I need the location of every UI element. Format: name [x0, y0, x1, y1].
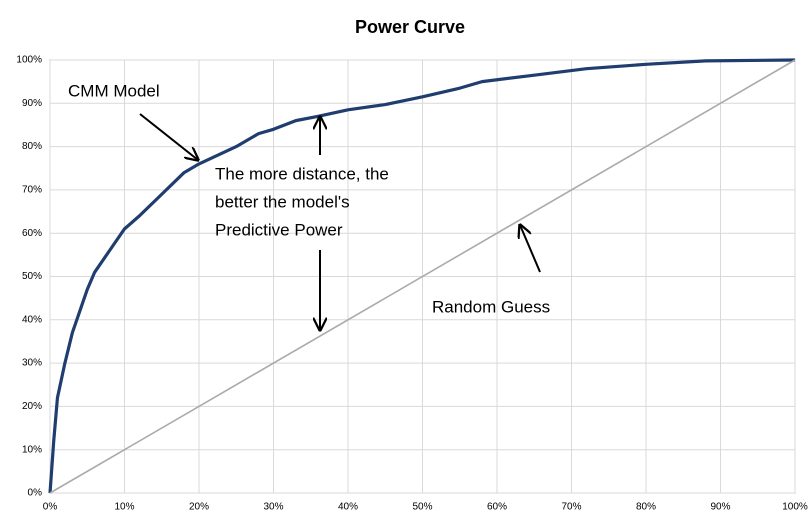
x-tick-label: 0% [43, 502, 58, 513]
chart-title: Power Curve [355, 17, 465, 37]
y-tick-label: 30% [22, 358, 42, 369]
arrows [139, 113, 541, 330]
y-tick-label: 90% [22, 98, 42, 109]
x-tick-label: 50% [412, 502, 432, 513]
series-label: Random Guess [432, 297, 550, 316]
series-label: CMM Model [68, 81, 160, 100]
line [49, 59, 796, 494]
y-tick-label: 70% [22, 185, 42, 196]
x-tick-label: 40% [338, 502, 358, 513]
y-tick-label: 100% [16, 55, 42, 66]
y-tick-label: 0% [28, 488, 43, 499]
x-tick-label: 30% [263, 502, 283, 513]
annotation: The more distance, the [215, 164, 389, 183]
x-tick-label: 10% [114, 502, 134, 513]
y-tick-label: 20% [22, 401, 42, 412]
annotation: better the model's [215, 192, 350, 211]
x-tick-label: 90% [710, 502, 730, 513]
y-tick-label: 50% [22, 271, 42, 282]
line [48, 58, 796, 494]
grid [49, 59, 796, 494]
y-tick-label: 40% [22, 314, 42, 325]
arrow [139, 113, 198, 160]
y-tick-label: 80% [22, 141, 42, 152]
x-tick-label: 100% [782, 502, 808, 513]
y-tick-label: 10% [22, 444, 42, 455]
y-tick-label: 60% [22, 228, 42, 239]
x-tick-label: 60% [487, 502, 507, 513]
x-tick-label: 20% [189, 502, 209, 513]
x-tick-label: 80% [636, 502, 656, 513]
arrow [520, 225, 541, 273]
x-tick-label: 70% [561, 502, 581, 513]
annotation: Predictive Power [215, 220, 343, 239]
